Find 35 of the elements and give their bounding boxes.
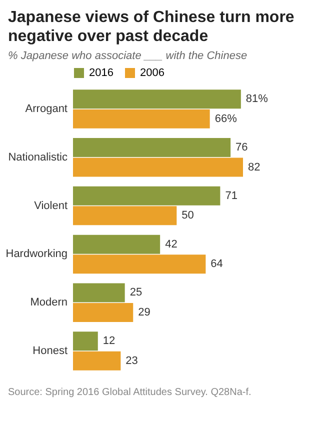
bar xyxy=(73,109,210,128)
bar xyxy=(73,302,134,322)
data-label: 82 xyxy=(248,161,260,174)
bar xyxy=(73,158,243,177)
data-label: 29 xyxy=(138,306,150,318)
y-tick-label: Modern xyxy=(30,296,68,309)
bar xyxy=(73,186,220,206)
data-label: 23 xyxy=(126,354,138,367)
data-label: 81% xyxy=(246,93,268,106)
legend-label: 2016 xyxy=(89,67,114,79)
y-tick-label: Hardworking xyxy=(6,248,68,260)
data-label: 66% xyxy=(214,112,238,125)
bar xyxy=(73,351,121,370)
legend-label: 2006 xyxy=(140,67,164,79)
bar xyxy=(73,332,98,351)
source-note: Source: Spring 2016 Global Attitudes Survey. Q28Na-f. xyxy=(7,386,252,400)
y-tick-label: Nationalistic xyxy=(8,151,68,164)
chart-title: Japanese views of Chinese turn more negative over past decade xyxy=(7,8,296,47)
data-label: 64 xyxy=(210,258,223,270)
y-tick-label: Honest xyxy=(32,344,68,357)
data-label: 76 xyxy=(236,142,248,154)
data-label: 50 xyxy=(182,210,194,222)
bar xyxy=(73,206,177,226)
bar xyxy=(73,90,241,109)
y-tick-label: Arrogant xyxy=(25,103,68,116)
data-label: 25 xyxy=(130,286,142,299)
bar xyxy=(73,254,206,274)
bar xyxy=(73,283,125,302)
bar xyxy=(73,138,231,158)
data-label: 12 xyxy=(102,335,116,348)
data-label: 71 xyxy=(225,190,238,202)
y-tick-label: Violent xyxy=(34,200,68,212)
chart-subtitle: % Japanese who associate ___ with the Chinese xyxy=(7,50,248,62)
data-label: 42 xyxy=(165,238,178,250)
bar xyxy=(73,234,160,254)
